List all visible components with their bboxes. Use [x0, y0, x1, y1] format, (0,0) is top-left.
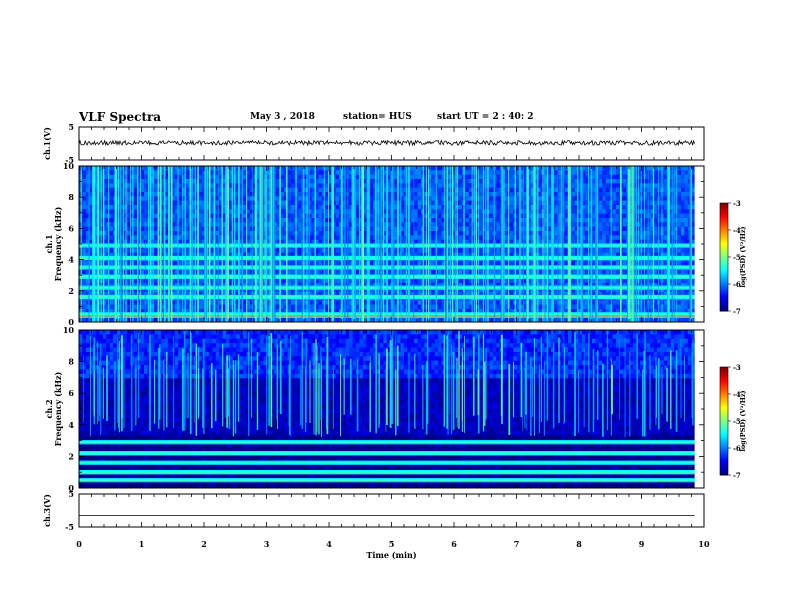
x-tick-label: 10	[698, 539, 710, 549]
colorbar-tick-label: -4	[733, 390, 741, 399]
ch3-voltage-label: ch.3(V)	[42, 494, 52, 527]
y-tick-label: 5	[68, 122, 74, 132]
x-tick-label: 8	[576, 539, 582, 549]
y-tick-label: 8	[68, 357, 74, 367]
x-tick-label: 2	[201, 539, 207, 549]
spectrogram-ch1	[79, 166, 704, 323]
colorbar-tick-label: -5	[733, 417, 741, 426]
colorbar-label: log(PSD) (V²/Hz)	[739, 226, 747, 287]
y-tick-label: 4	[68, 255, 74, 265]
y-tick-label: 8	[68, 192, 74, 202]
y-tick-label: 2	[68, 451, 74, 461]
spectrogram-ch2	[79, 330, 704, 489]
y-tick-label: -5	[65, 522, 74, 532]
y-tick-label: 5	[68, 489, 74, 499]
ch1-voltage-label: ch.1(V)	[42, 127, 52, 160]
colorbar-tick-label: -6	[733, 444, 741, 453]
colorbar-tick-label: -3	[733, 363, 741, 372]
date-label: May 3 , 2018	[250, 112, 315, 122]
x-tick-label: 1	[139, 539, 145, 549]
chart-title: VLF Spectra	[79, 110, 162, 124]
ch1-frequency-label: Frequency (kHz)	[53, 206, 63, 281]
colorbar-tick-label: -3	[733, 199, 741, 208]
ch1-waveform-trace	[78, 139, 695, 147]
ch2-frequency-label: Frequency (kHz)	[53, 371, 63, 446]
y-tick-label: 0	[68, 317, 74, 327]
colorbar-tick-label: -5	[733, 253, 741, 262]
y-tick-label: -5	[65, 155, 74, 165]
colorbar-tick-label: -7	[733, 307, 741, 316]
ch1-channel-label: ch.1	[44, 234, 54, 253]
y-tick-label: 6	[68, 223, 74, 233]
colorbar-label: log(PSD) (V²/Hz)	[739, 390, 747, 451]
y-tick-label: 6	[68, 388, 74, 398]
x-tick-label: 4	[326, 539, 332, 549]
y-tick-label: 2	[68, 286, 74, 296]
x-tick-label: 0	[76, 539, 82, 549]
y-tick-label: 10	[63, 161, 75, 171]
colorbar-tick-label: -4	[733, 226, 741, 235]
x-tick-label: 9	[639, 539, 645, 549]
x-tick-label: 5	[389, 539, 395, 549]
start-time-label: start UT = 2 : 40: 2	[437, 112, 534, 122]
colorbar-ch1	[719, 202, 731, 312]
x-axis-label: Time (min)	[366, 550, 416, 560]
ch2-channel-label: ch.2	[44, 399, 54, 418]
y-tick-label: 10	[63, 325, 75, 335]
colorbar-tick-label: -7	[733, 471, 741, 480]
y-tick-label: 0	[68, 483, 74, 493]
colorbar-ch2	[719, 366, 731, 476]
x-tick-label: 3	[264, 539, 270, 549]
x-tick-label: 7	[514, 539, 520, 549]
y-tick-label: 4	[68, 420, 74, 430]
x-tick-label: 6	[451, 539, 457, 549]
colorbar-tick-label: -6	[733, 280, 741, 289]
station-label: station= HUS	[343, 112, 412, 122]
